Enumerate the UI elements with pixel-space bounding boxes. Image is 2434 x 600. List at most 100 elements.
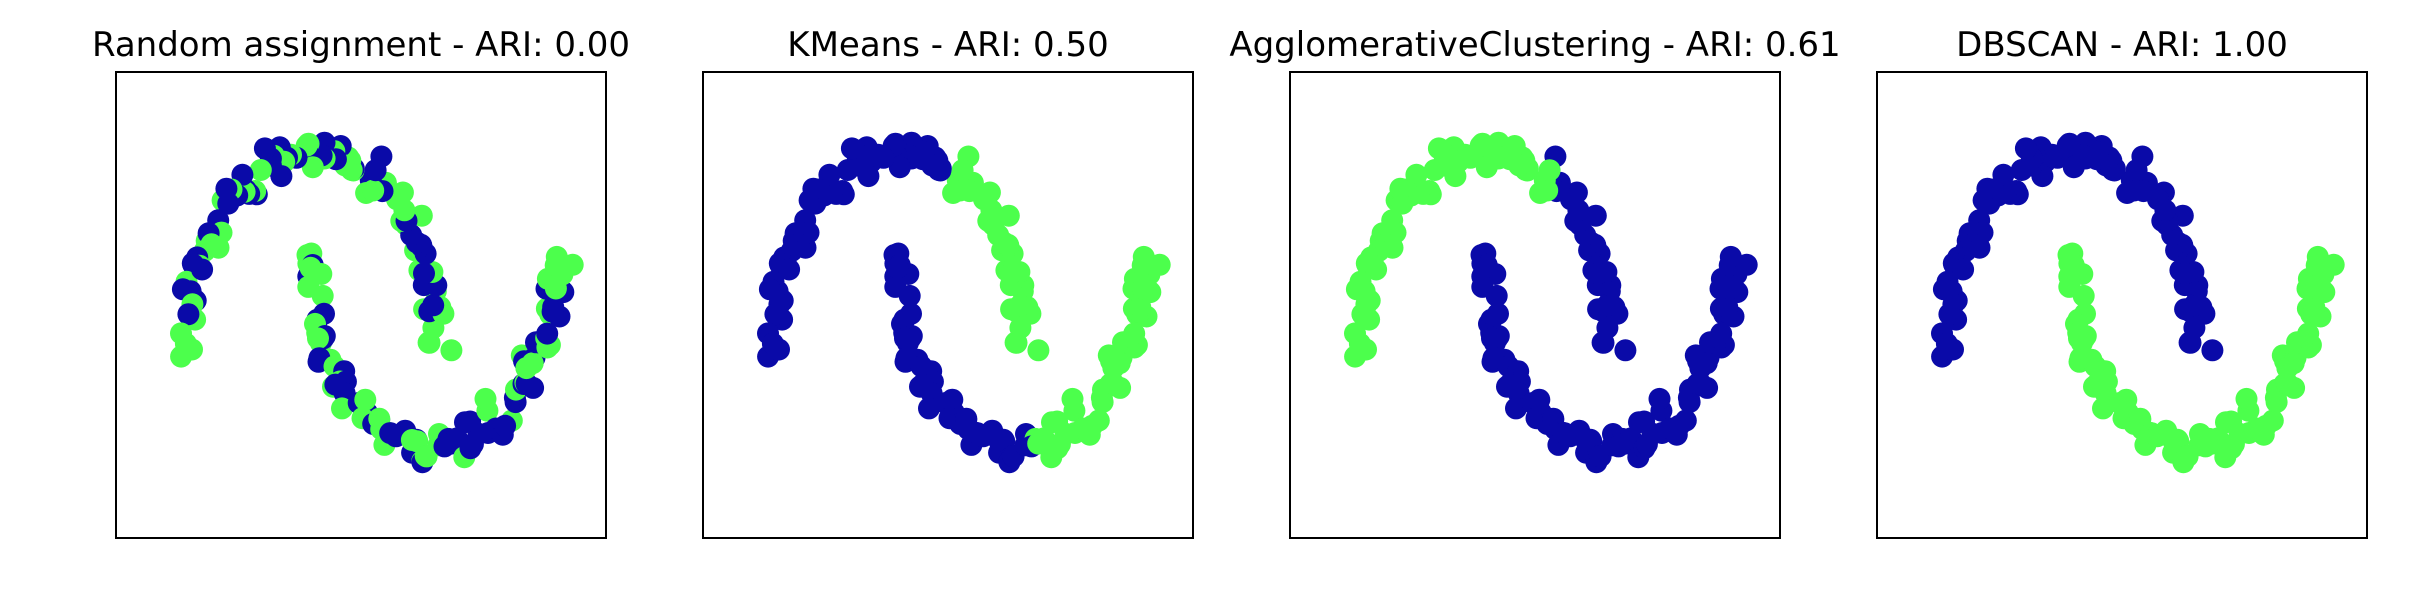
data-point-3-169: [2255, 414, 2278, 437]
data-point-2-127: [1505, 397, 1527, 420]
data-point-0-126: [324, 373, 347, 396]
data-point-3-52: [2062, 156, 2085, 179]
data-point-3-130: [2115, 388, 2138, 411]
scatter-points-agglomerative: [1344, 131, 1758, 474]
data-point-1-35: [951, 159, 974, 182]
data-point-1-108: [886, 256, 909, 279]
data-point-2-187: [1710, 322, 1733, 345]
data-point-1-27: [980, 199, 1003, 222]
data-point-1-63: [836, 159, 859, 181]
data-point-1-126: [911, 373, 934, 396]
data-point-2-117: [1481, 327, 1503, 350]
data-point-2-161: [1628, 411, 1650, 434]
data-point-0-162: [461, 433, 484, 456]
data-point-1-199: [1132, 245, 1155, 268]
data-point-0-108: [299, 256, 322, 279]
data-point-2-177: [1689, 372, 1712, 395]
data-point-1-107: [898, 284, 921, 307]
data-point-1-181: [1108, 352, 1131, 375]
data-point-0-88: [191, 258, 214, 281]
data-point-2-166: [1648, 387, 1671, 410]
data-point-0-75: [215, 177, 238, 200]
data-point-3-88: [1952, 258, 1975, 281]
data-point-0-62: [253, 137, 276, 160]
data-point-1-95: [764, 303, 787, 326]
data-point-0-107: [311, 284, 334, 307]
data-point-3-3: [2179, 331, 2202, 354]
data-point-1-75: [802, 177, 825, 200]
title-kmeans: KMeans - ARI: 0.50: [787, 25, 1108, 65]
data-point-3-162: [2222, 433, 2245, 456]
data-point-3-161: [2215, 411, 2237, 434]
data-point-1-0: [1027, 339, 1050, 362]
data-point-3-166: [2235, 387, 2258, 410]
data-point-3-9: [2183, 294, 2206, 317]
data-point-2-107: [1485, 284, 1508, 307]
data-point-3-181: [2282, 352, 2305, 375]
data-point-2-16: [1587, 262, 1609, 285]
data-point-3-126: [2085, 373, 2108, 396]
axes-frame-agglomerative: [1289, 71, 1781, 539]
data-point-2-99: [1353, 338, 1376, 361]
axes-frame-dbscan: [1876, 71, 2368, 539]
data-point-1-187: [1123, 322, 1146, 345]
data-point-2-126: [1498, 373, 1521, 396]
data-point-0-187: [536, 322, 559, 345]
data-point-1-169: [1081, 414, 1104, 437]
data-point-2-63: [1423, 159, 1446, 181]
panel-kmeans: KMeans - ARI: 0.50: [702, 25, 1194, 539]
title-random-assignment: Random assignment - ARI: 0.00: [92, 25, 630, 65]
data-point-2-88: [1365, 258, 1388, 281]
data-point-2-108: [1473, 256, 1496, 279]
data-point-1-162: [1048, 433, 1071, 456]
data-point-1-177: [1102, 372, 1125, 395]
data-point-0-199: [545, 245, 568, 268]
data-point-2-147: [1574, 429, 1597, 451]
data-point-0-147: [400, 429, 423, 451]
data-point-3-33: [2123, 179, 2146, 202]
data-point-3-117: [2068, 327, 2090, 350]
data-point-3-187: [2297, 322, 2320, 345]
data-point-2-9: [1596, 294, 1619, 317]
data-point-0-16: [413, 262, 435, 285]
data-point-2-33: [1536, 179, 1559, 202]
data-point-1-99: [766, 338, 789, 361]
data-point-0-27: [393, 199, 416, 222]
data-point-1-62: [840, 137, 863, 160]
data-point-3-127: [2092, 397, 2114, 420]
axes-frame-random-assignment: [115, 71, 607, 539]
data-point-1-130: [941, 388, 964, 411]
data-point-1-117: [894, 327, 916, 350]
data-point-0-166: [474, 387, 497, 410]
data-point-3-75: [1976, 177, 1999, 200]
scatter-points-dbscan: [1931, 131, 2345, 474]
data-point-3-147: [2161, 429, 2184, 451]
data-point-3-177: [2276, 372, 2299, 395]
data-point-1-52: [888, 156, 911, 179]
data-point-2-162: [1635, 433, 1658, 456]
data-point-0-169: [494, 414, 517, 437]
data-point-2-199: [1719, 245, 1742, 268]
data-point-3-199: [2306, 245, 2329, 268]
data-point-0-127: [331, 397, 353, 420]
data-point-2-35: [1538, 159, 1561, 182]
data-point-3-0: [2201, 339, 2224, 362]
data-point-1-127: [918, 397, 940, 420]
data-point-2-62: [1427, 137, 1450, 160]
data-point-2-169: [1668, 414, 1691, 437]
panel-random-assignment: Random assignment - ARI: 0.00: [92, 25, 630, 539]
data-point-1-9: [1009, 294, 1032, 317]
data-point-0-181: [521, 352, 544, 375]
data-point-0-95: [177, 303, 200, 326]
data-point-2-0: [1614, 339, 1637, 362]
title-dbscan: DBSCAN - ARI: 1.00: [1956, 25, 2288, 65]
data-point-0-117: [307, 327, 329, 350]
data-point-3-35: [2125, 159, 2148, 182]
data-point-3-107: [2072, 284, 2095, 307]
data-point-0-3: [418, 331, 441, 354]
data-point-2-95: [1351, 303, 1374, 326]
data-point-2-27: [1567, 199, 1590, 222]
data-point-0-130: [354, 388, 377, 411]
scatter-points-random-assignment: [170, 131, 584, 474]
